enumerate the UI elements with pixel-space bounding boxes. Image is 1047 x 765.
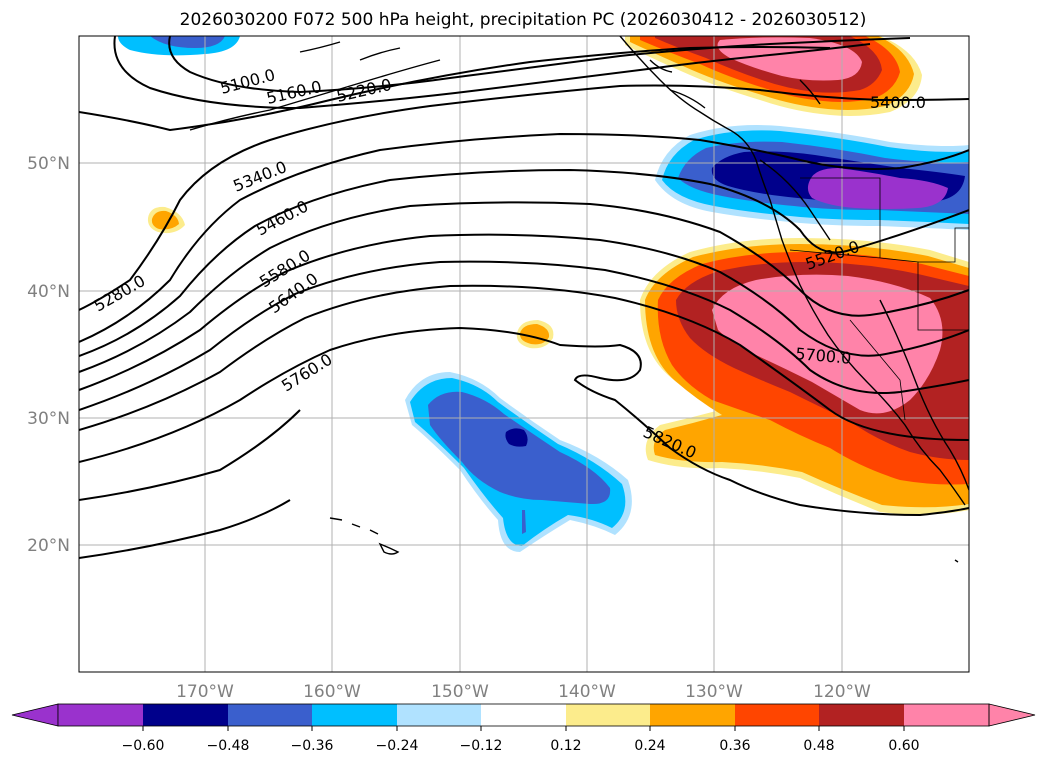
colorbar-tick-0: −0.60 xyxy=(122,738,165,754)
colorbar-tick-6: 0.24 xyxy=(634,738,665,754)
precip-anomaly-shading xyxy=(118,36,969,552)
colorbar-bin-10 xyxy=(904,704,990,726)
colorbar-bin-8 xyxy=(735,704,820,726)
colorbar-tick-1: −0.48 xyxy=(207,738,250,754)
lon-label-150w: 150°W xyxy=(431,682,489,702)
colorbar-bin-6 xyxy=(566,704,651,726)
colorbar-tick-2: −0.36 xyxy=(291,738,334,754)
colorbar-max-extension xyxy=(988,703,1036,727)
map-title: 2026030200 F072 500 hPa height, precipit… xyxy=(180,10,867,30)
map-plot-area: 5100.0 5160.0 5220.0 5280.0 5340.0 5400.… xyxy=(79,36,969,672)
colorbar-bin-2 xyxy=(228,704,313,726)
contour-label-5400: 5400.0 xyxy=(870,93,926,112)
lon-label-120w: 120°W xyxy=(813,682,871,702)
colorbar-tick-7: 0.36 xyxy=(719,738,750,754)
colorbar-tick-5: 0.12 xyxy=(550,738,581,754)
lat-label-40n: 40°N xyxy=(27,282,70,302)
colorbar-tick-9: 0.60 xyxy=(888,738,919,754)
colorbar-min-extension xyxy=(11,703,59,727)
colorbar-bin-4 xyxy=(397,704,482,726)
lat-label-30n: 30°N xyxy=(27,409,70,429)
colorbar-tick-3: −0.24 xyxy=(376,738,419,754)
colorbar-bin-3 xyxy=(312,704,398,726)
longitude-labels: 170°W 160°W 150°W 140°W 130°W 120°W xyxy=(176,682,871,702)
colorbar-bin-5 xyxy=(481,704,567,726)
contour-label-5700: 5700.0 xyxy=(795,344,852,368)
colorbar-bin-7 xyxy=(650,704,736,726)
colorbar-bin-1 xyxy=(143,704,228,726)
colorbar: −0.60 −0.48 −0.36 −0.24 −0.12 0.12 0.24 … xyxy=(11,703,1036,754)
lon-label-170w: 170°W xyxy=(176,682,234,702)
colorbar-tick-4: −0.12 xyxy=(460,738,503,754)
latitude-labels: 50°N 40°N 30°N 20°N xyxy=(27,154,70,556)
map-frame xyxy=(78,35,970,673)
coastlines xyxy=(189,36,969,563)
lon-label-140w: 140°W xyxy=(558,682,616,702)
lon-label-160w: 160°W xyxy=(303,682,361,702)
lon-label-130w: 130°W xyxy=(685,682,743,702)
lat-label-20n: 20°N xyxy=(27,536,70,556)
state-boundaries xyxy=(789,177,969,421)
colorbar-bin-9 xyxy=(819,704,905,726)
height-contours xyxy=(79,36,969,559)
lat-label-50n: 50°N xyxy=(27,154,70,174)
colorbar-bin-0 xyxy=(58,704,144,726)
colorbar-tick-8: 0.48 xyxy=(803,738,834,754)
